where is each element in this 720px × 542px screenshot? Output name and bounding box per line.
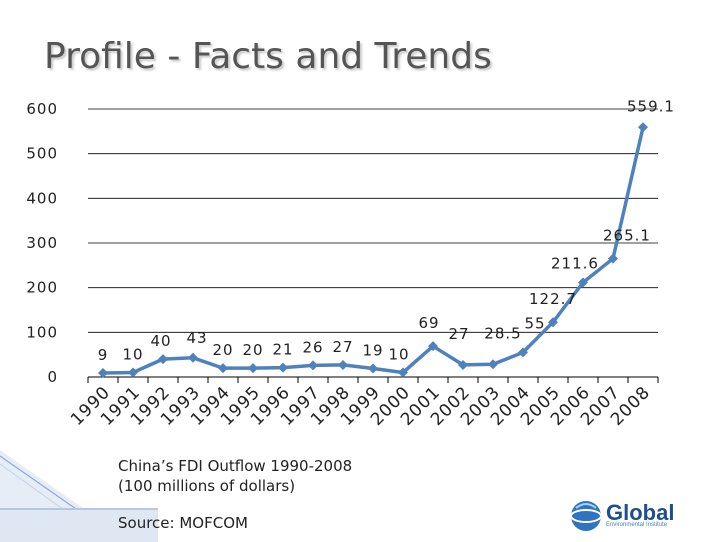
y-tick-label: 600 — [26, 100, 58, 118]
data-point-marker — [218, 363, 228, 374]
data-label: 43 — [186, 329, 207, 347]
data-point-marker — [518, 347, 528, 358]
data-point-marker — [548, 317, 558, 328]
data-label: 69 — [418, 314, 439, 332]
logo-text: Global — [606, 500, 675, 525]
y-tick-label: 500 — [26, 145, 58, 163]
caption-line-1: China’s FDI Outflow 1990-2008 — [118, 457, 353, 475]
data-label: 55 — [524, 314, 545, 332]
caption-line-2: (100 millions of dollars) — [118, 477, 296, 495]
data-label: 211.6 — [551, 254, 599, 272]
data-label: 122.7 — [529, 290, 577, 308]
data-point-marker — [638, 122, 648, 133]
data-label: 26 — [302, 338, 323, 356]
data-point-marker — [188, 352, 198, 363]
data-point-marker — [338, 359, 348, 370]
data-point-marker — [488, 359, 498, 370]
source-note: Source: MOFCOM — [118, 514, 248, 532]
data-point-marker — [158, 354, 168, 365]
y-tick-label: 100 — [26, 323, 58, 341]
data-point-marker — [278, 362, 288, 373]
logo-subtext: Environmental Institute — [606, 522, 668, 528]
data-point-marker — [428, 341, 438, 352]
y-tick-label: 200 — [26, 279, 58, 297]
y-tick-label: 300 — [26, 234, 58, 252]
y-tick-label: 400 — [26, 189, 58, 207]
data-point-marker — [308, 360, 318, 371]
data-label: 28.5 — [484, 324, 521, 342]
data-label: 559.1 — [627, 97, 675, 115]
data-label: 21 — [272, 341, 293, 359]
data-label: 19 — [362, 342, 383, 360]
y-tick-label: 0 — [47, 368, 58, 386]
data-point-marker — [128, 367, 138, 378]
chart-caption: China’s FDI Outflow 1990-2008 (100 milli… — [118, 456, 352, 496]
data-label: 27 — [332, 338, 353, 356]
data-label: 10 — [122, 346, 143, 364]
data-label: 10 — [388, 346, 409, 364]
fdi-outflow-line-chart: 0100200300400500600199019911992199319941… — [26, 97, 675, 430]
source-box — [0, 508, 158, 542]
global-logo-icon — [570, 501, 602, 531]
data-label: 20 — [212, 341, 233, 359]
data-point-marker — [458, 359, 468, 370]
data-point-marker — [578, 277, 588, 288]
data-label: 265.1 — [603, 227, 651, 245]
data-label: 40 — [150, 332, 171, 350]
page-title: Profile - Facts and Trends — [44, 36, 492, 77]
data-point-marker — [98, 367, 108, 378]
data-label: 20 — [242, 341, 263, 359]
data-point-marker — [368, 363, 378, 374]
data-label: 27 — [448, 325, 469, 343]
data-point-marker — [608, 253, 618, 264]
data-point-marker — [248, 363, 258, 374]
data-point-marker — [398, 367, 408, 378]
series-line — [102, 126, 645, 375]
data-label: 9 — [98, 346, 109, 364]
